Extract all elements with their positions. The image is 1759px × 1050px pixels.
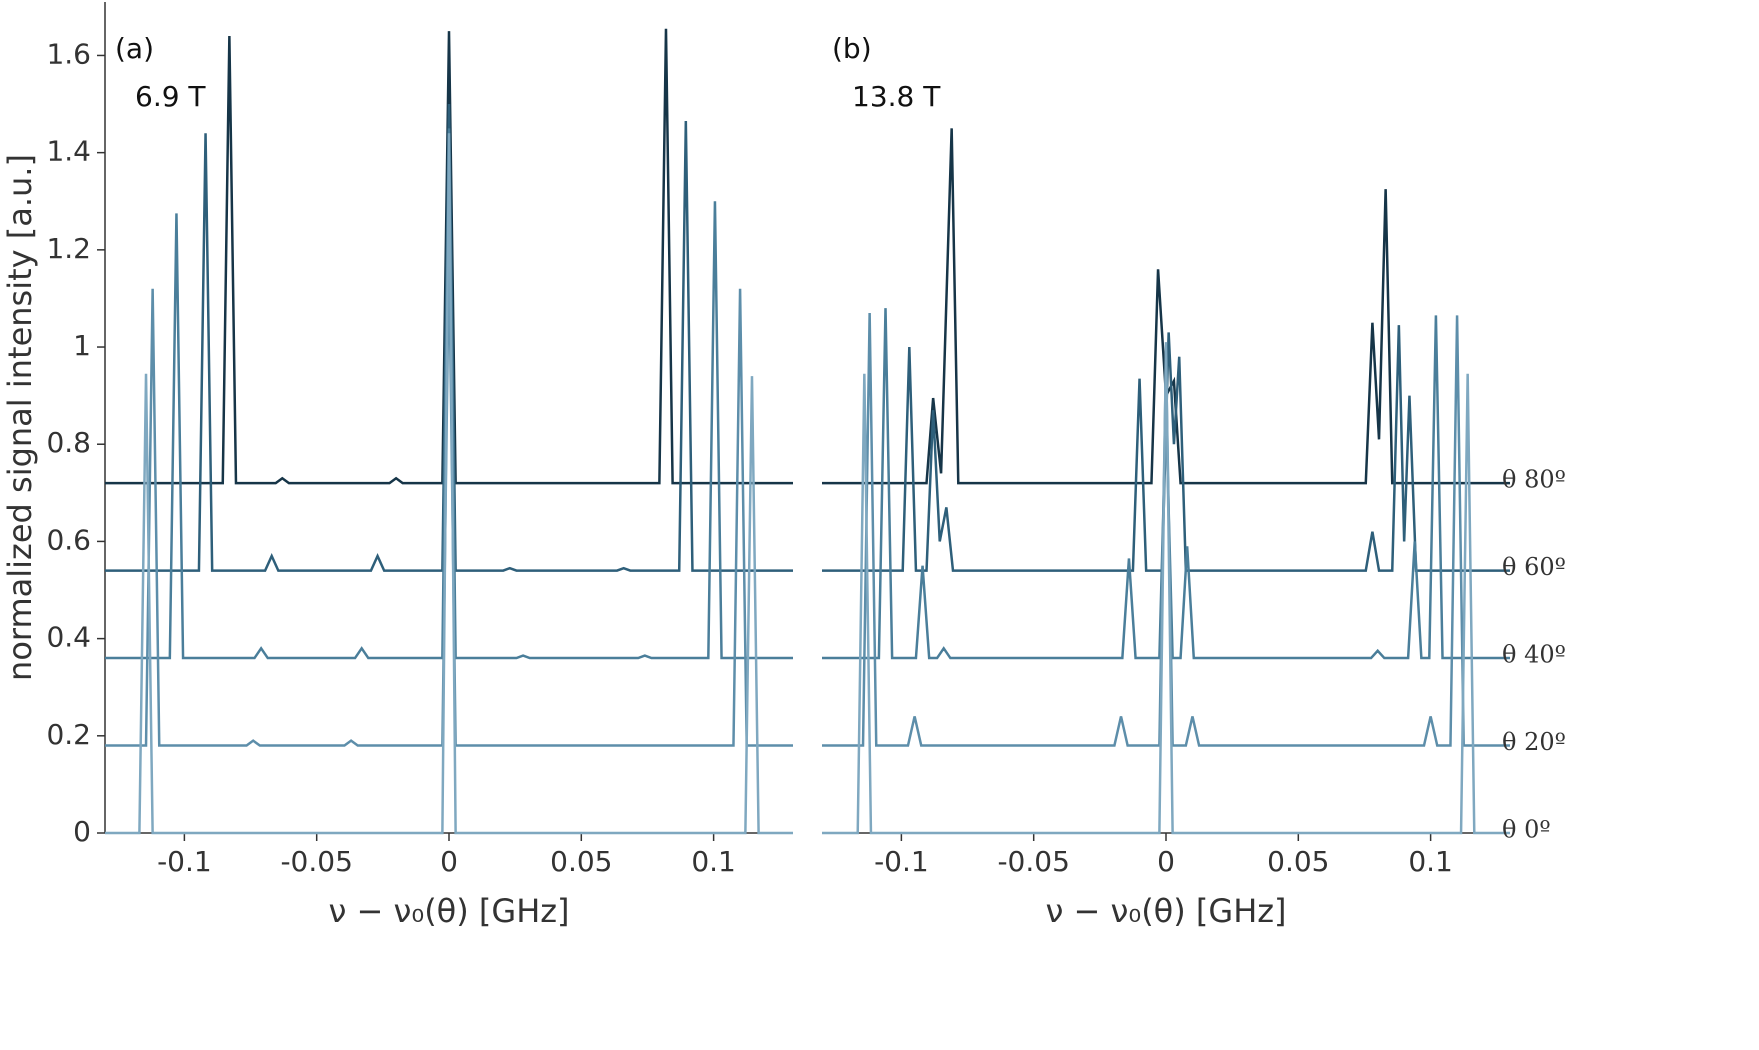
y-tick-label: 0.8 <box>46 426 91 459</box>
series-label: θ 20º <box>1502 728 1566 756</box>
x-axis-label: ν − ν₀(θ) [GHz] <box>328 892 569 930</box>
spectrum-line <box>105 128 793 660</box>
x-tick-label: -0.05 <box>997 845 1069 878</box>
panel-annotation: 6.9 T <box>135 80 206 113</box>
x-tick-label: 0.05 <box>550 845 612 878</box>
x-tick-label: 0.1 <box>1408 845 1453 878</box>
x-tick-label: 0 <box>440 845 458 878</box>
x-tick-label: -0.1 <box>874 845 929 878</box>
y-tick-label: 1.2 <box>46 232 91 265</box>
x-axis-label: ν − ν₀(θ) [GHz] <box>1045 892 1286 930</box>
y-tick-label: 0.6 <box>46 523 91 556</box>
y-tick-label: 1 <box>73 329 91 362</box>
series-label: θ 40º <box>1502 641 1566 669</box>
series-label: θ 80º <box>1502 466 1566 494</box>
x-tick-label: -0.05 <box>280 845 352 878</box>
spectrum-line <box>105 249 793 747</box>
series-label: θ 60º <box>1502 553 1566 581</box>
y-tick-label: 0.4 <box>46 621 91 654</box>
panel-label: (a) <box>115 32 154 65</box>
y-tick-label: 0 <box>73 815 91 848</box>
y-tick-label: 1.6 <box>46 37 91 70</box>
spectrum-line <box>105 133 793 835</box>
x-tick-label: 0.05 <box>1267 845 1329 878</box>
spectrum-line <box>822 342 1510 835</box>
panel-annotation: 13.8 T <box>852 80 941 113</box>
spectrum-line <box>105 28 793 485</box>
x-tick-label: 0.1 <box>691 845 736 878</box>
x-tick-label: 0 <box>1157 845 1175 878</box>
series-label: θ 0º <box>1502 816 1551 844</box>
y-axis-label: normalized signal intensity [a.u.] <box>1 154 39 681</box>
panel-label: (b) <box>832 32 872 65</box>
spectrum-line <box>105 104 793 572</box>
y-tick-label: 1.4 <box>46 135 91 168</box>
y-tick-label: 0.2 <box>46 718 91 751</box>
x-tick-label: -0.1 <box>157 845 212 878</box>
